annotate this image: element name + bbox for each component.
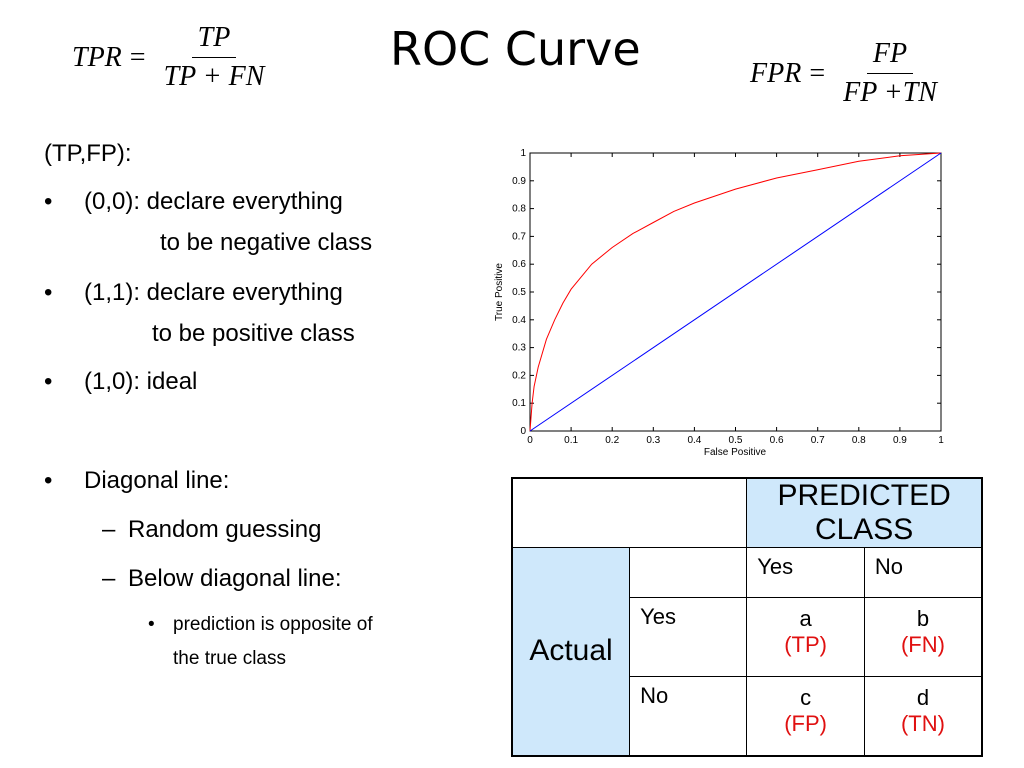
sub-list-item: Below diagonal line: xyxy=(128,565,342,592)
roc-chart: 0 0.1 0.2 0.3 0.4 0.5 0.6 0.7 0.8 0.9 1 0 0.1 0.2 0.3 0… xyxy=(494,148,944,458)
cell-tn-label: (TN) xyxy=(900,711,945,736)
slide-title: ROC Curve xyxy=(390,22,641,76)
roc-curve-line xyxy=(529,152,942,432)
list-item: (1,0): ideal xyxy=(84,368,198,395)
tpr-numerator: TP xyxy=(191,22,237,58)
y-tick-label: 0.1 xyxy=(512,398,526,409)
cell-fn-label: (FN) xyxy=(900,632,945,657)
cell-tp-label: (TP) xyxy=(784,632,827,657)
cell-tp-letter: a xyxy=(799,606,812,631)
matrix-corner-cell xyxy=(511,477,748,548)
cell-tn-letter: d xyxy=(916,685,930,710)
plot-frame xyxy=(529,152,942,432)
cell-tp: a (TP) xyxy=(746,597,865,677)
x-tick-label: 0.6 xyxy=(770,435,784,446)
col-header-yes: Yes xyxy=(746,547,865,598)
sub-list-item: Random guessing xyxy=(128,516,322,543)
x-tick-label: 0.4 xyxy=(687,435,701,446)
y-tick-label: 0.3 xyxy=(512,343,526,354)
list-item-cont: to be positive class xyxy=(152,320,355,347)
sub-sub-list-item-cont: the true class xyxy=(173,648,286,669)
bullet-icon: • xyxy=(44,188,53,215)
cell-fp-label: (FP) xyxy=(784,711,827,736)
bullet-icon: • xyxy=(44,279,53,306)
fpr-fraction: FP FP +TN xyxy=(837,38,943,109)
diagonal-line xyxy=(529,152,942,432)
x-tick-label: 0.7 xyxy=(811,435,825,446)
x-tick-label: 0.3 xyxy=(646,435,660,446)
x-tick-label: 0.5 xyxy=(729,435,743,446)
x-tick-label: 0.1 xyxy=(564,435,578,446)
x-tick-label: 0.9 xyxy=(893,435,907,446)
row-header-yes: Yes xyxy=(629,597,748,677)
y-tick-label: 0.5 xyxy=(512,287,526,298)
tpr-denominator: TP + FN xyxy=(163,61,265,92)
bullet-icon: • xyxy=(148,614,155,635)
list-item: (1,1): declare everything xyxy=(84,279,343,306)
cell-fp-letter: c xyxy=(800,685,812,710)
y-tick-label: 0.8 xyxy=(512,204,526,215)
bullet-icon: • xyxy=(44,368,53,395)
tpr-equals: = xyxy=(129,41,146,73)
y-tick-label: 1 xyxy=(520,148,526,159)
y-tick-label: 0.4 xyxy=(512,315,526,326)
y-tick-label: 0.9 xyxy=(512,176,526,187)
cell-fp: c (FP) xyxy=(746,676,865,756)
y-tick-label: 0.7 xyxy=(512,231,526,242)
x-tick-label: 0 xyxy=(527,435,533,446)
list-item: (0,0): declare everything xyxy=(84,188,343,215)
actual-header: Actual xyxy=(511,547,631,756)
fpr-numerator: FP xyxy=(866,38,914,74)
cell-tn: d (TN) xyxy=(863,676,983,756)
fpr-denominator: FP +TN xyxy=(843,77,937,108)
x-tick-label: 1 xyxy=(938,435,944,446)
y-tick-label: 0 xyxy=(520,426,526,437)
y-tick-label: 0.2 xyxy=(512,370,526,381)
dash-icon: – xyxy=(102,565,116,592)
matrix-empty-cell xyxy=(629,547,748,598)
y-axis-label: True Positive xyxy=(494,263,505,321)
tpr-lhs: TPR xyxy=(72,41,122,73)
tpr-formula: TPR = TP TP + FN xyxy=(72,22,270,93)
fpr-formula: FPR = FP FP +TN xyxy=(750,38,943,109)
fpr-lhs: FPR xyxy=(750,57,802,89)
col-header-no: No xyxy=(863,547,983,598)
y-tick-label: 0.6 xyxy=(512,259,526,270)
bullet-icon: • xyxy=(44,467,53,494)
predicted-class-header: PREDICTED CLASS xyxy=(746,477,983,548)
tpr-fraction: TP TP + FN xyxy=(158,22,271,93)
list-item-cont: to be negative class xyxy=(160,229,373,256)
cell-fn: b (FN) xyxy=(863,597,983,677)
list-heading: (TP,FP): xyxy=(44,140,132,167)
dash-icon: – xyxy=(102,516,116,543)
confusion-matrix: PREDICTED CLASS Actual Yes No Yes a (TP)… xyxy=(511,477,983,757)
fpr-equals: = xyxy=(809,57,826,89)
row-header-no: No xyxy=(629,676,748,756)
x-tick-label: 0.2 xyxy=(605,435,619,446)
cell-fn-letter: b xyxy=(916,606,930,631)
x-tick-label: 0.8 xyxy=(852,435,866,446)
sub-sub-list-item: prediction is opposite of xyxy=(173,614,373,635)
list-item: Diagonal line: xyxy=(84,467,230,494)
x-axis-label: False Positive xyxy=(704,447,767,458)
